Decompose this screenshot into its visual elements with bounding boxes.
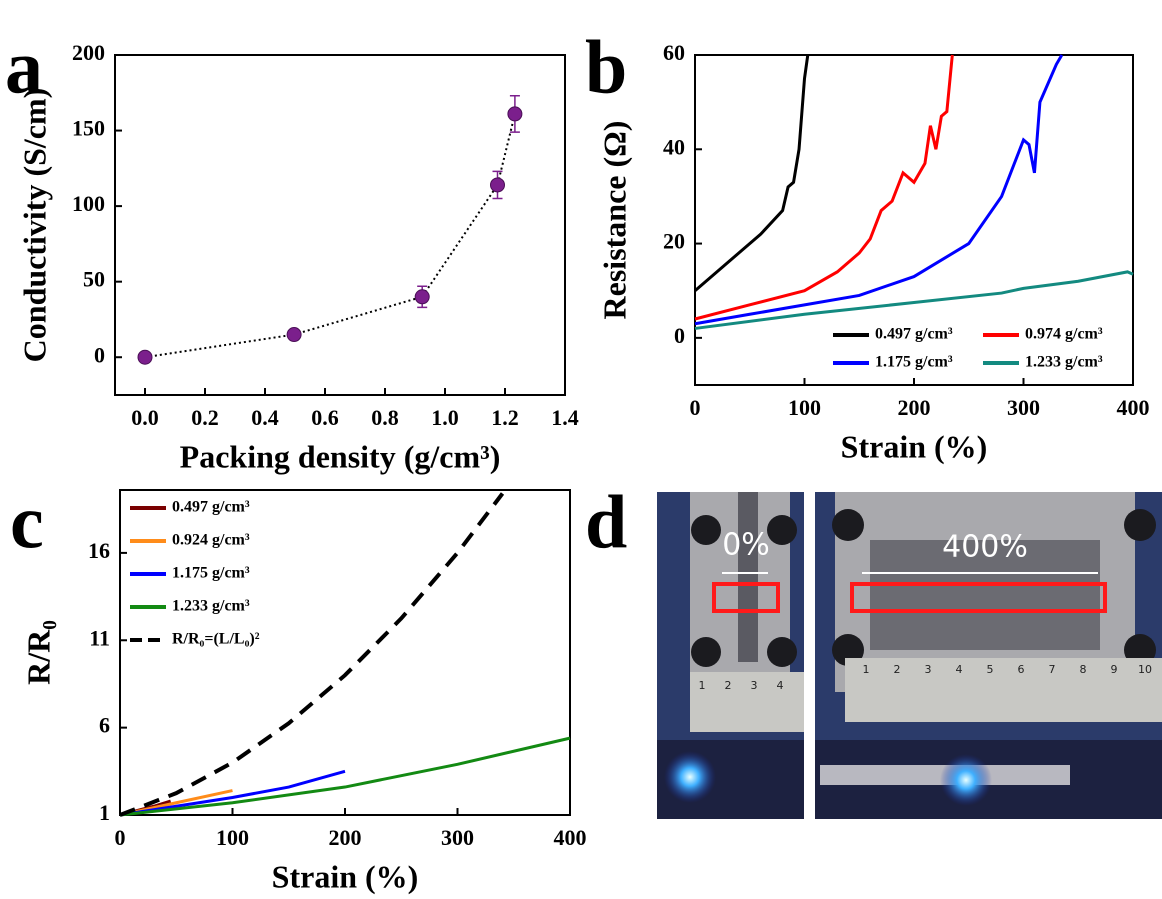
data-point — [414, 289, 430, 305]
screw — [767, 515, 797, 545]
x-tick-label: 400 — [554, 825, 587, 850]
y-tick-label: 0 — [94, 342, 105, 367]
y-tick-label: 200 — [72, 40, 105, 65]
x-tick-label: 0.4 — [251, 405, 279, 430]
x-tick-label: 300 — [1007, 395, 1040, 420]
series-line — [119, 736, 571, 817]
ruler-digit: 1 — [863, 663, 870, 676]
y-tick-label: 60 — [663, 40, 685, 65]
x-tick-label: 1.4 — [551, 405, 579, 430]
legend-label: 1.233 g/cm³ — [1025, 354, 1103, 371]
ruler-digit: 4 — [777, 679, 784, 692]
x-tick-label: 0 — [690, 395, 701, 420]
series-line — [119, 769, 346, 817]
trend-line — [144, 113, 516, 359]
x-tick-label: 100 — [788, 395, 821, 420]
ruler-digit: 2 — [725, 679, 732, 692]
y-tick-label: 11 — [89, 625, 110, 650]
gap — [738, 492, 758, 662]
x-tick-label: 0.0 — [131, 405, 159, 430]
led — [940, 754, 992, 806]
x-tick-label: 300 — [441, 825, 474, 850]
y-axis-label: R/R₀ — [20, 620, 56, 685]
ruler-digit: 3 — [751, 679, 758, 692]
y-axis-label: Resistance (Ω) — [596, 121, 632, 320]
ruler-digit: 6 — [1018, 663, 1025, 676]
led — [664, 751, 716, 803]
data-point — [490, 177, 505, 193]
photo-panel: 0% 400% d — [585, 480, 1162, 819]
strain-label: 0% — [722, 528, 770, 563]
series-line — [119, 492, 505, 817]
y-tick-label: 20 — [663, 229, 685, 254]
plot-frame — [114, 54, 566, 396]
x-tick-label: 1.2 — [491, 405, 519, 430]
series-line — [694, 270, 1134, 330]
y-tick-label: 0 — [674, 323, 685, 348]
data-point — [507, 106, 523, 122]
ruler-digit: 10 — [1138, 663, 1152, 676]
y-axis-label: Conductivity (S/cm) — [16, 88, 52, 363]
screw — [691, 637, 721, 667]
legend-label: 1.175 g/cm³ — [172, 565, 250, 582]
screw — [767, 637, 797, 667]
highlight-box — [850, 582, 1107, 613]
ruler-digit: 4 — [956, 663, 963, 676]
screw — [1124, 509, 1156, 541]
x-axis-label: Strain (%) — [841, 428, 988, 464]
legend-label: 1.233 g/cm³ — [172, 598, 250, 615]
screw — [832, 509, 864, 541]
legend-label: 0.497 g/cm³ — [875, 326, 953, 343]
stretched-film — [870, 540, 1100, 650]
series-line — [694, 54, 954, 321]
x-tick-label: 200 — [898, 395, 931, 420]
x-tick-label: 0.2 — [191, 405, 219, 430]
strain-label: 400% — [942, 530, 1028, 565]
panel-label: d — [585, 480, 627, 564]
legend-label: 0.497 g/cm³ — [172, 499, 250, 516]
y-tick-label: 150 — [72, 116, 105, 141]
x-tick-label: 0.6 — [311, 405, 339, 430]
data-point — [286, 327, 302, 343]
data-point — [137, 349, 153, 365]
ruler-digit: 9 — [1111, 663, 1118, 676]
x-tick-label: 0 — [115, 825, 126, 850]
series-line — [694, 54, 810, 292]
x-tick-label: 0.8 — [371, 405, 399, 430]
y-tick-label: 16 — [88, 538, 110, 563]
y-tick-label: 40 — [663, 134, 685, 159]
y-tick-label: 100 — [72, 191, 105, 216]
legend-label: 0.974 g/cm³ — [1025, 326, 1103, 343]
ruler-digit: 5 — [987, 663, 994, 676]
y-tick-label: 6 — [99, 713, 110, 738]
legend-label: 0.924 g/cm³ — [172, 532, 250, 549]
y-tick-label: 1 — [99, 800, 110, 825]
ruler-digit: 7 — [1049, 663, 1056, 676]
legend-label: 1.175 g/cm³ — [875, 354, 953, 371]
ruler-digit: 2 — [894, 663, 901, 676]
panel-label: a — [5, 25, 43, 109]
x-tick-label: 400 — [1117, 395, 1150, 420]
highlight-box — [712, 582, 780, 613]
screw — [691, 515, 721, 545]
x-tick-label: 1.0 — [431, 405, 459, 430]
series-line — [694, 54, 1064, 326]
x-tick-label: 200 — [329, 825, 362, 850]
legend-label: R/R₀=(L/L₀)² — [172, 631, 260, 648]
ruler-digit: 1 — [699, 679, 706, 692]
panel-label: b — [585, 25, 627, 109]
ruler — [690, 672, 804, 732]
panel-label: c — [10, 480, 44, 564]
y-tick-label: 50 — [83, 267, 105, 292]
x-tick-label: 100 — [216, 825, 249, 850]
x-axis-label: Packing density (g/cm³) — [180, 438, 501, 474]
ruler-digit: 8 — [1080, 663, 1087, 676]
ruler — [845, 658, 1162, 722]
x-axis-label: Strain (%) — [272, 858, 419, 894]
ruler-digit: 3 — [925, 663, 932, 676]
